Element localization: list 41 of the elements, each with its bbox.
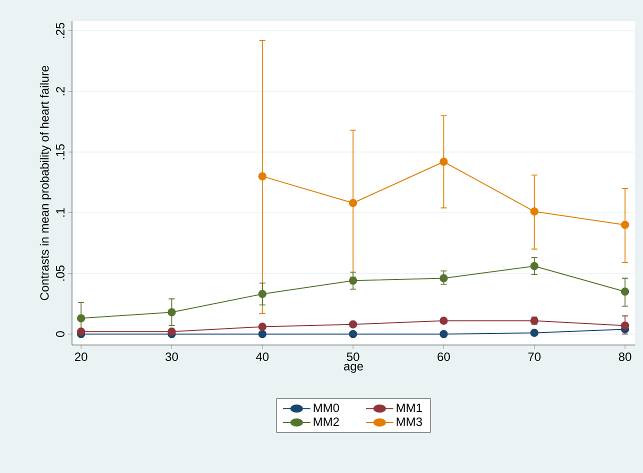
point xyxy=(440,330,448,338)
point xyxy=(258,330,266,338)
point xyxy=(76,328,86,336)
point xyxy=(530,207,538,216)
point xyxy=(76,314,86,322)
legend-label: MM1 xyxy=(396,404,422,412)
point xyxy=(530,328,538,337)
y-tick-label: 0 xyxy=(56,331,64,337)
y-tick-label: .2 xyxy=(56,86,64,96)
point xyxy=(620,287,630,296)
point xyxy=(440,274,448,282)
x-axis-title: age xyxy=(344,364,363,373)
point xyxy=(258,172,266,180)
y-tick-label: .25 xyxy=(56,22,64,38)
point xyxy=(440,158,448,166)
point xyxy=(168,328,176,336)
point xyxy=(620,321,630,330)
y-axis-title: Contrasts in mean probability of heart failure xyxy=(40,66,52,300)
legend-label: MM3 xyxy=(396,418,422,426)
point xyxy=(440,316,448,325)
y-tick-label: .1 xyxy=(56,208,64,217)
x-tick-label: 30 xyxy=(166,352,178,362)
point xyxy=(258,322,266,331)
x-tick-label: 60 xyxy=(438,352,450,362)
point xyxy=(258,290,266,298)
x-tick-label: 80 xyxy=(618,352,632,362)
y-tick-label: .05 xyxy=(56,266,64,281)
y-tick-label: .15 xyxy=(56,144,64,160)
point xyxy=(348,330,358,338)
x-tick-label: 70 xyxy=(528,352,541,362)
point xyxy=(168,308,176,316)
point xyxy=(620,220,630,229)
x-tick-label: 40 xyxy=(256,352,269,362)
x-tick-label: 50 xyxy=(346,352,360,362)
point xyxy=(530,262,538,270)
x-tick-label: 20 xyxy=(74,352,88,362)
legend-label: MM2 xyxy=(314,418,339,426)
legend-label: MM0 xyxy=(314,404,340,412)
point xyxy=(348,320,358,328)
point xyxy=(348,276,358,285)
point xyxy=(348,198,358,208)
